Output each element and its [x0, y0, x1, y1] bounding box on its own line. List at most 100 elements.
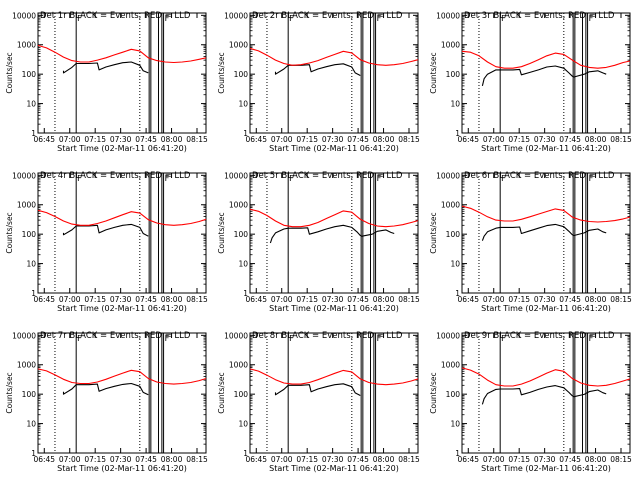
- x-tick-label: 07:00: [59, 135, 81, 144]
- y-tick-label: 100: [22, 390, 37, 399]
- y-tick-label: 100: [22, 230, 37, 239]
- events-series-line: [481, 385, 607, 405]
- x-tick-label: 08:00: [373, 135, 395, 144]
- y-axis-label: Counts/sec: [429, 212, 438, 253]
- lld-series-line: [249, 208, 419, 228]
- x-tick-label: 08:00: [373, 295, 395, 304]
- x-tick-label: 07:30: [322, 455, 344, 464]
- events-series-line: [269, 224, 395, 244]
- plot-frame: [461, 332, 631, 454]
- x-tick-label: 08:15: [186, 295, 208, 304]
- y-tick-label: 100: [446, 230, 461, 239]
- y-tick-label: 1000: [441, 361, 460, 370]
- x-tick-label: 07:45: [135, 295, 157, 304]
- x-tick-label: 07:30: [110, 295, 132, 304]
- x-tick-label: 07:00: [271, 135, 293, 144]
- events-series-line: [62, 61, 149, 74]
- y-tick-label: 100: [446, 70, 461, 79]
- x-tick-label: 06:45: [33, 455, 55, 464]
- flag-marker: F: [377, 174, 382, 183]
- events-series-line: [62, 382, 149, 396]
- flag-marker: F: [165, 14, 170, 23]
- x-axis-label: Start Time (02-Mar-11 06:41:20): [481, 464, 611, 473]
- x-tick-label: 07:45: [135, 455, 157, 464]
- panel-title: Det 2r BLACK = Events, RED = LLD: [252, 11, 403, 21]
- x-tick-label: 07:30: [322, 295, 344, 304]
- x-tick-label: 07:00: [271, 295, 293, 304]
- y-tick-label: 10: [238, 100, 248, 109]
- events-series-line: [481, 223, 607, 241]
- y-tick-label: 10: [450, 420, 460, 429]
- panel-8r: Det 8r BLACK = Events, RED = LLD 1 10 100 10…: [217, 331, 420, 473]
- panel-6r: Det 6r BLACK = Events, RED = LLD 1 10 100 10…: [429, 171, 632, 313]
- y-tick-label: 1: [455, 129, 460, 138]
- y-tick-label: 1000: [229, 201, 248, 210]
- y-tick-label: 1: [243, 129, 248, 138]
- y-axis-label: Counts/sec: [5, 372, 14, 413]
- x-tick-label: 07:15: [296, 455, 318, 464]
- x-tick-label: 07:00: [271, 455, 293, 464]
- panel-title: Det 1r BLACK = Events, RED = LLD: [40, 11, 191, 21]
- x-axis-label: Start Time (02-Mar-11 06:41:20): [481, 144, 611, 153]
- flag-marker: F: [501, 174, 506, 183]
- x-tick-label: 07:30: [534, 455, 556, 464]
- events-series-line: [62, 223, 149, 237]
- y-tick-label: 10: [26, 100, 36, 109]
- x-tick-label: 07:15: [296, 135, 318, 144]
- y-tick-label: 10: [26, 260, 36, 269]
- x-tick-label: 07:00: [483, 455, 505, 464]
- x-tick-label: 07:30: [110, 455, 132, 464]
- y-tick-label: 1: [243, 289, 248, 298]
- events-series-line: [274, 63, 361, 76]
- y-axis-label: Counts/sec: [217, 372, 226, 413]
- flag-marker: F: [289, 14, 294, 23]
- plot-frame: [37, 172, 207, 294]
- panel-title: Det 7r BLACK = Events, RED = LLD: [40, 331, 191, 341]
- x-tick-label: 08:15: [610, 455, 632, 464]
- lld-series-line: [461, 50, 631, 69]
- plot-frame: [461, 12, 631, 134]
- plot-frame: [37, 332, 207, 454]
- plot-frame: [461, 172, 631, 294]
- x-tick-label: 08:00: [161, 135, 183, 144]
- plot-frame: [249, 332, 419, 454]
- y-axis-label: Counts/sec: [5, 212, 14, 253]
- y-tick-label: 10: [238, 420, 248, 429]
- x-tick-label: 07:15: [508, 455, 530, 464]
- y-tick-label: 10000: [12, 11, 36, 20]
- x-tick-label: 08:00: [585, 135, 607, 144]
- lld-series-line: [461, 205, 631, 223]
- x-tick-label: 08:00: [161, 295, 183, 304]
- panel-3r: Det 3r BLACK = Events, RED = LLD 1 10 100 10…: [429, 11, 632, 153]
- y-tick-label: 10000: [436, 331, 460, 340]
- y-tick-label: 1: [31, 129, 36, 138]
- x-tick-label: 07:30: [534, 295, 556, 304]
- y-tick-label: 10000: [436, 171, 460, 180]
- panel-9r: Det 9r BLACK = Events, RED = LLD 1 10 100 10…: [429, 331, 632, 473]
- x-tick-label: 07:45: [347, 135, 369, 144]
- y-tick-label: 10000: [224, 331, 248, 340]
- x-tick-label: 06:45: [33, 135, 55, 144]
- x-tick-label: 08:15: [610, 135, 632, 144]
- lld-series-line: [37, 44, 207, 64]
- x-tick-label: 08:15: [398, 295, 420, 304]
- x-tick-label: 07:45: [559, 295, 581, 304]
- x-tick-label: 07:45: [559, 135, 581, 144]
- x-axis-label: Start Time (02-Mar-11 06:41:20): [57, 144, 187, 153]
- lld-series-line: [249, 47, 419, 66]
- y-tick-label: 1: [455, 289, 460, 298]
- lld-series-line: [461, 367, 631, 387]
- flag-marker: F: [77, 334, 82, 343]
- x-tick-label: 07:15: [508, 295, 530, 304]
- y-tick-label: 1000: [441, 41, 460, 50]
- events-series-line: [274, 383, 361, 396]
- x-tick-label: 06:45: [457, 455, 479, 464]
- panel-2r: Det 2r BLACK = Events, RED = LLD 1 10 100 10…: [217, 11, 420, 153]
- x-tick-label: 07:15: [296, 295, 318, 304]
- plot-frame: [249, 172, 419, 294]
- x-tick-label: 08:15: [186, 455, 208, 464]
- x-tick-label: 08:15: [610, 295, 632, 304]
- x-tick-label: 06:45: [457, 295, 479, 304]
- y-tick-label: 10000: [12, 331, 36, 340]
- y-tick-label: 1000: [441, 201, 460, 210]
